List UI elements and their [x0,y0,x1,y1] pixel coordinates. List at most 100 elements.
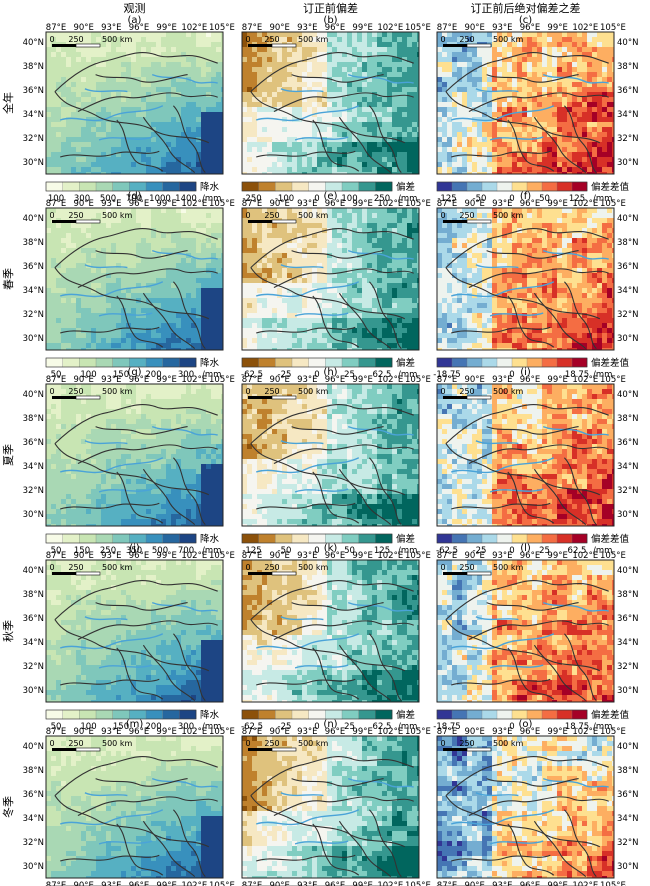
raster-cell [402,92,408,98]
raster-cell [171,97,177,103]
raster-cell [452,52,458,58]
raster-cell [66,142,72,148]
raster-cell [181,152,187,158]
raster-cell [216,293,222,299]
raster-cell [327,273,333,279]
raster-cell [597,167,603,173]
raster-cell [312,283,318,289]
raster-cell [512,162,518,168]
raster-cell [51,87,57,93]
raster-cell [277,253,283,259]
raster-cell [257,273,263,279]
raster-cell [457,87,463,93]
raster-cell [397,127,403,133]
raster-cell [282,92,288,98]
raster-cell [166,313,172,319]
raster-cell [442,112,448,118]
raster-cell [512,167,518,173]
raster-cell [377,157,383,163]
raster-cell [302,42,308,48]
raster-cell [582,67,588,73]
raster-cell [71,167,77,173]
raster-cell [462,67,468,73]
raster-cell [81,132,87,138]
raster-cell [257,47,263,53]
raster-cell [136,208,142,214]
raster-cell [247,122,253,128]
raster-cell [512,112,518,118]
raster-cell [462,72,468,78]
raster-cell [477,167,483,173]
raster-cell [447,162,453,168]
basin-boundary [486,74,579,83]
raster-cell [317,308,323,314]
raster-cell [216,147,222,153]
raster-cell [402,122,408,128]
raster-cell [252,132,258,138]
raster-cell [146,82,152,88]
raster-cell [96,62,102,68]
raster-cell [242,243,248,249]
raster-cell [121,318,127,324]
raster-cell [282,253,288,259]
raster-cell [277,57,283,63]
raster-cell [101,102,107,108]
raster-cell [201,47,207,53]
raster-cell [487,67,493,73]
raster-cell [176,278,182,284]
raster-cell [602,127,608,133]
basin-boundary [250,91,406,144]
raster-cell [562,97,568,103]
raster-cell [126,258,132,264]
raster-cell [522,107,528,113]
raster-cell [171,67,177,73]
raster-cell [337,102,343,108]
raster-cell [247,278,253,284]
raster-cell [337,323,343,329]
raster-cell [257,278,263,284]
raster-cell [352,157,358,163]
raster-cell [367,37,373,43]
raster-cell [607,147,613,153]
raster-cell [46,42,52,48]
raster-cell [61,308,67,314]
colorbar-swatch [556,181,573,192]
raster-cell [567,92,573,98]
raster-cell [101,238,107,244]
raster-cell [56,97,62,103]
raster-cell [287,77,293,83]
raster-cell [91,293,97,299]
raster-cell [96,97,102,103]
raster-cell [71,253,77,259]
raster-cell [71,343,77,349]
raster-cell [437,32,443,38]
raster-cell [482,162,488,168]
basin-boundary [451,150,551,158]
raster-cell [116,223,122,229]
raster-cell [307,87,313,93]
raster-cell [517,132,523,138]
raster-cell [116,157,122,163]
raster-cell [342,213,348,219]
raster-cell [111,142,117,148]
raster-cell [116,258,122,264]
raster-cell [146,333,152,339]
raster-cell [447,117,453,123]
raster-cell [367,117,373,123]
raster-cell [211,258,217,264]
raster-cell [186,323,192,329]
raster-cell [96,288,102,294]
raster-cell [196,298,202,304]
raster-cell [342,223,348,229]
raster-cell [602,62,608,68]
raster-cell [357,162,363,168]
raster-cell [181,268,187,274]
raster-cell [577,147,583,153]
raster-cell [91,208,97,214]
raster-cell [292,258,298,264]
raster-cell [302,32,308,38]
raster-cell [287,253,293,259]
basin-boundary [445,52,609,92]
raster-cell [327,323,333,329]
raster-cell [302,283,308,289]
